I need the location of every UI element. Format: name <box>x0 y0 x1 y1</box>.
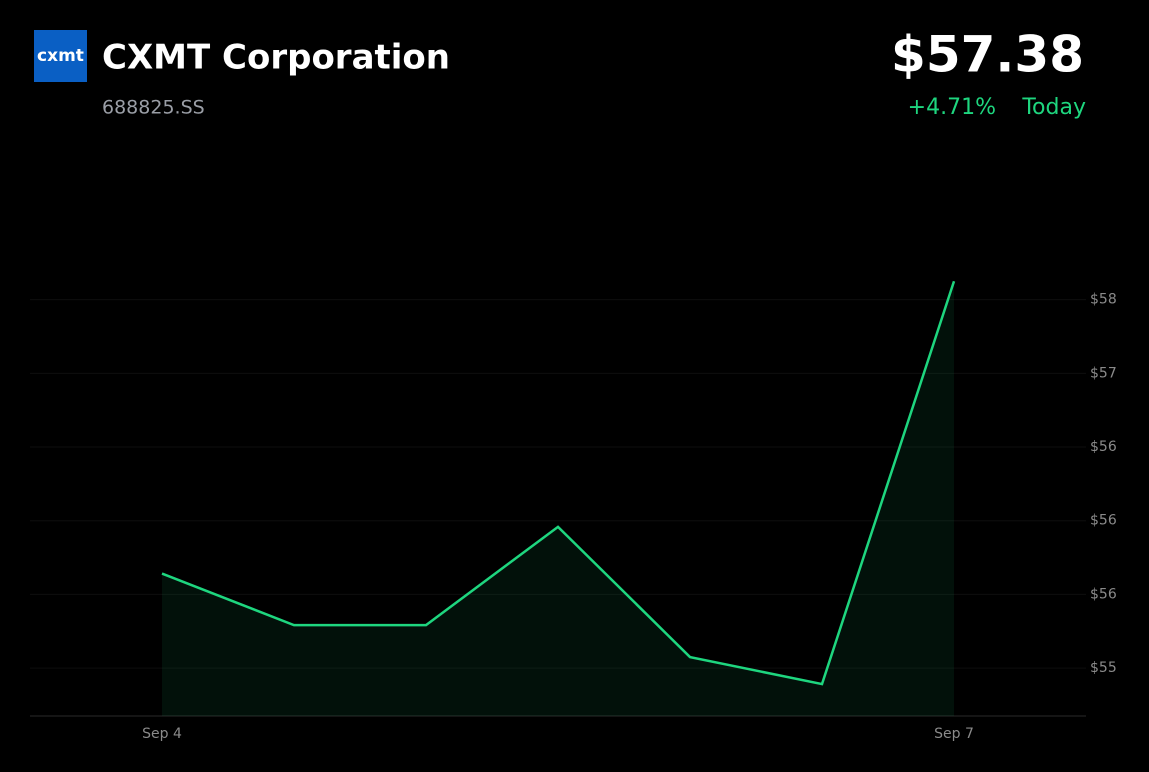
y-tick-label: $56 <box>1090 586 1117 602</box>
x-tick-label: Sep 7 <box>934 726 974 742</box>
area <box>162 281 954 716</box>
ticker: 688825.SS <box>102 97 205 119</box>
period: Today <box>1021 95 1086 120</box>
y-tick-label: $58 <box>1090 292 1117 308</box>
y-tick-label: $57 <box>1090 365 1117 381</box>
change: +4.71% <box>908 95 996 120</box>
y-tick-label: $55 <box>1090 660 1117 676</box>
logo-text: cxmt <box>37 46 84 66</box>
company-name: CXMT Corporation <box>102 38 450 78</box>
y-tick-label: $56 <box>1090 439 1117 455</box>
logo <box>34 30 87 82</box>
price: $57.38 <box>891 26 1084 84</box>
line <box>161 280 956 686</box>
y-tick-label: $56 <box>1090 513 1117 529</box>
x-tick-label: Sep 4 <box>142 726 182 742</box>
